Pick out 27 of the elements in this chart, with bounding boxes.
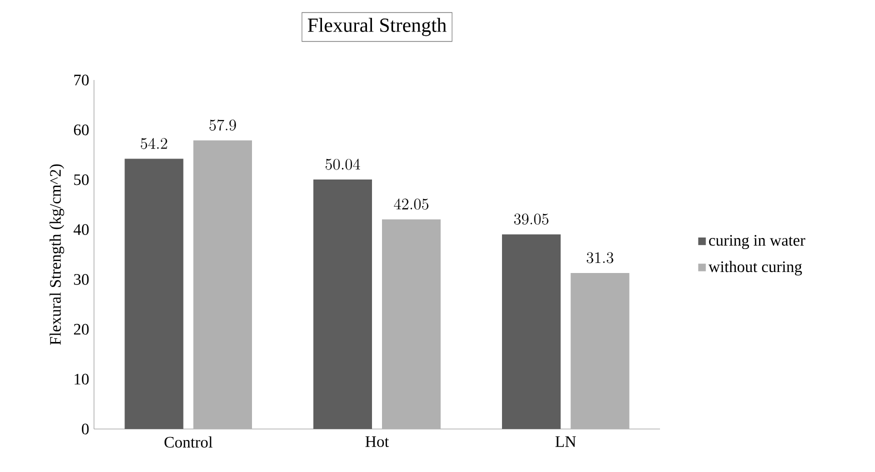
bar — [124, 158, 184, 429]
y-tick-label: 10 — [74, 374, 89, 385]
data-label: 42.05 — [394, 198, 428, 210]
data-label: 50.04 — [326, 158, 360, 170]
y-tick-label: 30 — [74, 274, 89, 285]
legend-label: curing in water — [709, 234, 806, 250]
bar — [193, 140, 252, 429]
y-tick-label: 20 — [74, 324, 89, 335]
data-label: 54.2 — [140, 138, 168, 150]
bar — [313, 180, 372, 429]
y-axis-title: Flexural Strength (kg/cm^2) — [50, 164, 64, 345]
bar — [570, 272, 630, 429]
y-tick-label: 50 — [74, 174, 89, 186]
y-tick-label: 40 — [74, 224, 89, 235]
legend-label: without curing — [708, 260, 802, 276]
x-tick-label: Hot — [365, 436, 389, 447]
data-label: 57.9 — [210, 119, 236, 131]
chart-title: Flexural Strength — [308, 18, 446, 36]
y-tick-label: 0 — [82, 424, 89, 434]
x-tick-label: Control — [164, 436, 212, 448]
bar — [382, 219, 441, 429]
data-label: 39.05 — [514, 214, 548, 225]
data-label: 31 .3 — [586, 252, 614, 264]
y-tick-label: 70 — [74, 74, 89, 86]
bar — [502, 234, 561, 429]
x-tick-label: LN — [555, 436, 576, 447]
y-tick-label: 60 — [74, 124, 89, 136]
